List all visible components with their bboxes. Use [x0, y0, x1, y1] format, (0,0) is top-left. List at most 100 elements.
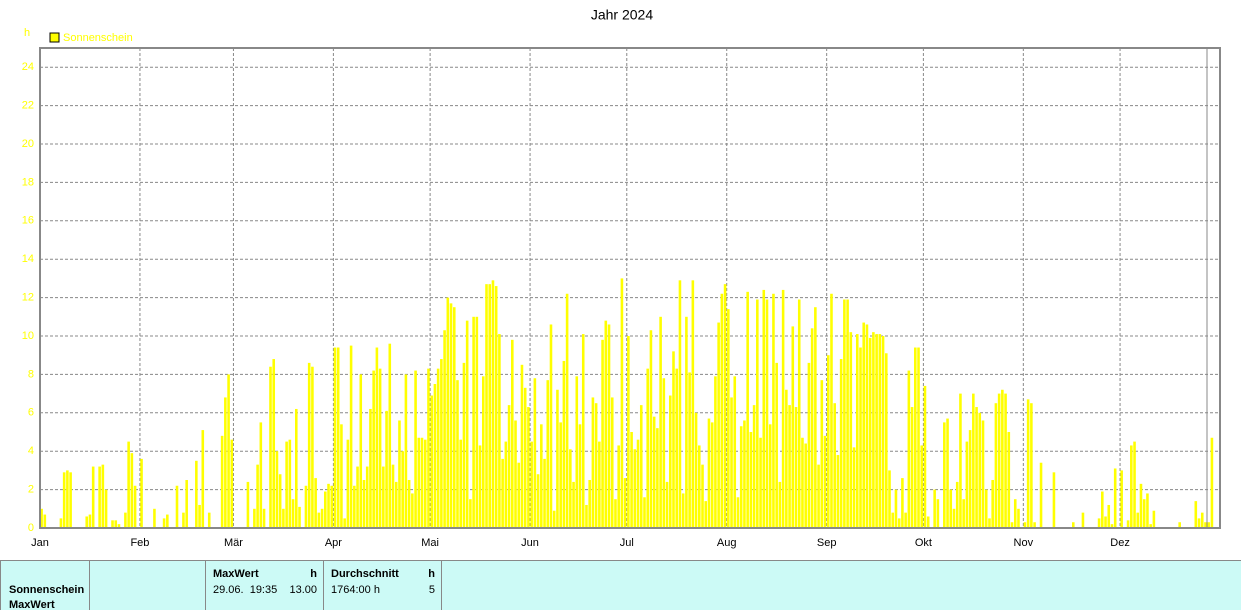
bar — [614, 499, 617, 528]
bar — [469, 499, 472, 528]
bar — [433, 384, 437, 528]
bar — [859, 347, 862, 528]
bar — [359, 374, 363, 528]
bar — [175, 485, 179, 528]
cell: 5 — [428, 584, 435, 596]
bar — [710, 422, 714, 528]
bar — [465, 320, 469, 528]
bar — [1110, 524, 1114, 528]
y-tick-label: 4 — [28, 445, 34, 457]
bar — [846, 299, 849, 528]
bar — [791, 326, 795, 528]
bar — [656, 428, 659, 528]
bar — [917, 347, 920, 528]
bar — [288, 439, 292, 528]
chart-title: Jahr 2024 — [591, 7, 653, 23]
bar — [436, 368, 440, 528]
bar — [978, 412, 982, 528]
bar — [727, 309, 730, 528]
bar — [388, 343, 392, 528]
plot-frame — [39, 47, 1221, 529]
bar — [456, 380, 459, 528]
bar — [855, 334, 859, 528]
bar — [133, 485, 137, 528]
bar — [910, 407, 914, 528]
bar — [739, 426, 743, 528]
bar — [1001, 389, 1004, 528]
bar — [459, 439, 463, 528]
x-tick-label: Nov — [1014, 537, 1034, 549]
bar — [324, 491, 327, 528]
bar — [997, 393, 1001, 528]
bar — [646, 368, 649, 528]
column-header: MaxWert — [213, 568, 259, 580]
bar — [1033, 522, 1036, 528]
bar — [1071, 522, 1075, 528]
bar — [762, 289, 766, 528]
bar — [440, 359, 443, 528]
bar — [578, 424, 582, 528]
bar — [1026, 399, 1030, 528]
bar — [733, 376, 737, 528]
bar — [714, 376, 717, 528]
bar — [220, 435, 224, 528]
bar — [817, 464, 820, 528]
bar — [610, 397, 614, 528]
bar — [185, 480, 188, 528]
legend-label: Sonnenschein — [63, 32, 133, 44]
bar — [672, 351, 675, 528]
bar — [59, 518, 63, 528]
bar — [826, 355, 830, 528]
bar — [878, 334, 882, 528]
bar — [1146, 493, 1149, 528]
bar — [452, 307, 456, 528]
bar — [1004, 393, 1007, 528]
bar — [272, 359, 276, 528]
bar — [514, 420, 517, 528]
bar — [952, 508, 956, 528]
x-tick-label: Sep — [817, 537, 837, 549]
bar — [1178, 522, 1181, 528]
bar — [926, 516, 930, 528]
bar — [1052, 472, 1056, 528]
bar — [494, 286, 498, 528]
bar — [772, 293, 775, 528]
bar — [282, 508, 285, 528]
y-tick-label: 22 — [22, 100, 34, 112]
bar — [959, 393, 962, 528]
bar — [501, 458, 504, 528]
bar — [481, 376, 485, 528]
bar — [543, 458, 546, 528]
bar — [224, 397, 227, 528]
bar — [101, 464, 105, 528]
bar — [623, 478, 627, 528]
bar — [1013, 499, 1017, 528]
cell: 1764:00 h — [331, 584, 380, 596]
bar — [378, 368, 382, 528]
bar — [1113, 468, 1117, 528]
bar — [43, 514, 47, 528]
bar — [1133, 441, 1136, 528]
bar — [253, 508, 256, 528]
bar — [478, 445, 482, 528]
bar — [517, 462, 521, 528]
bar — [630, 432, 633, 528]
bar — [843, 299, 846, 528]
bar — [230, 439, 234, 528]
bar — [269, 366, 272, 528]
bar — [153, 508, 156, 528]
bar — [259, 422, 263, 528]
bar — [797, 299, 801, 528]
bar — [336, 347, 340, 528]
bar — [636, 439, 640, 528]
y-unit: h — [24, 27, 30, 39]
y-tick-label: 16 — [22, 215, 34, 227]
bar — [1136, 512, 1140, 528]
bar — [691, 280, 695, 528]
bar — [533, 378, 537, 528]
bar — [1130, 445, 1133, 528]
bar — [875, 334, 878, 528]
bar — [781, 289, 785, 528]
bar — [530, 441, 533, 528]
bar — [778, 481, 782, 528]
